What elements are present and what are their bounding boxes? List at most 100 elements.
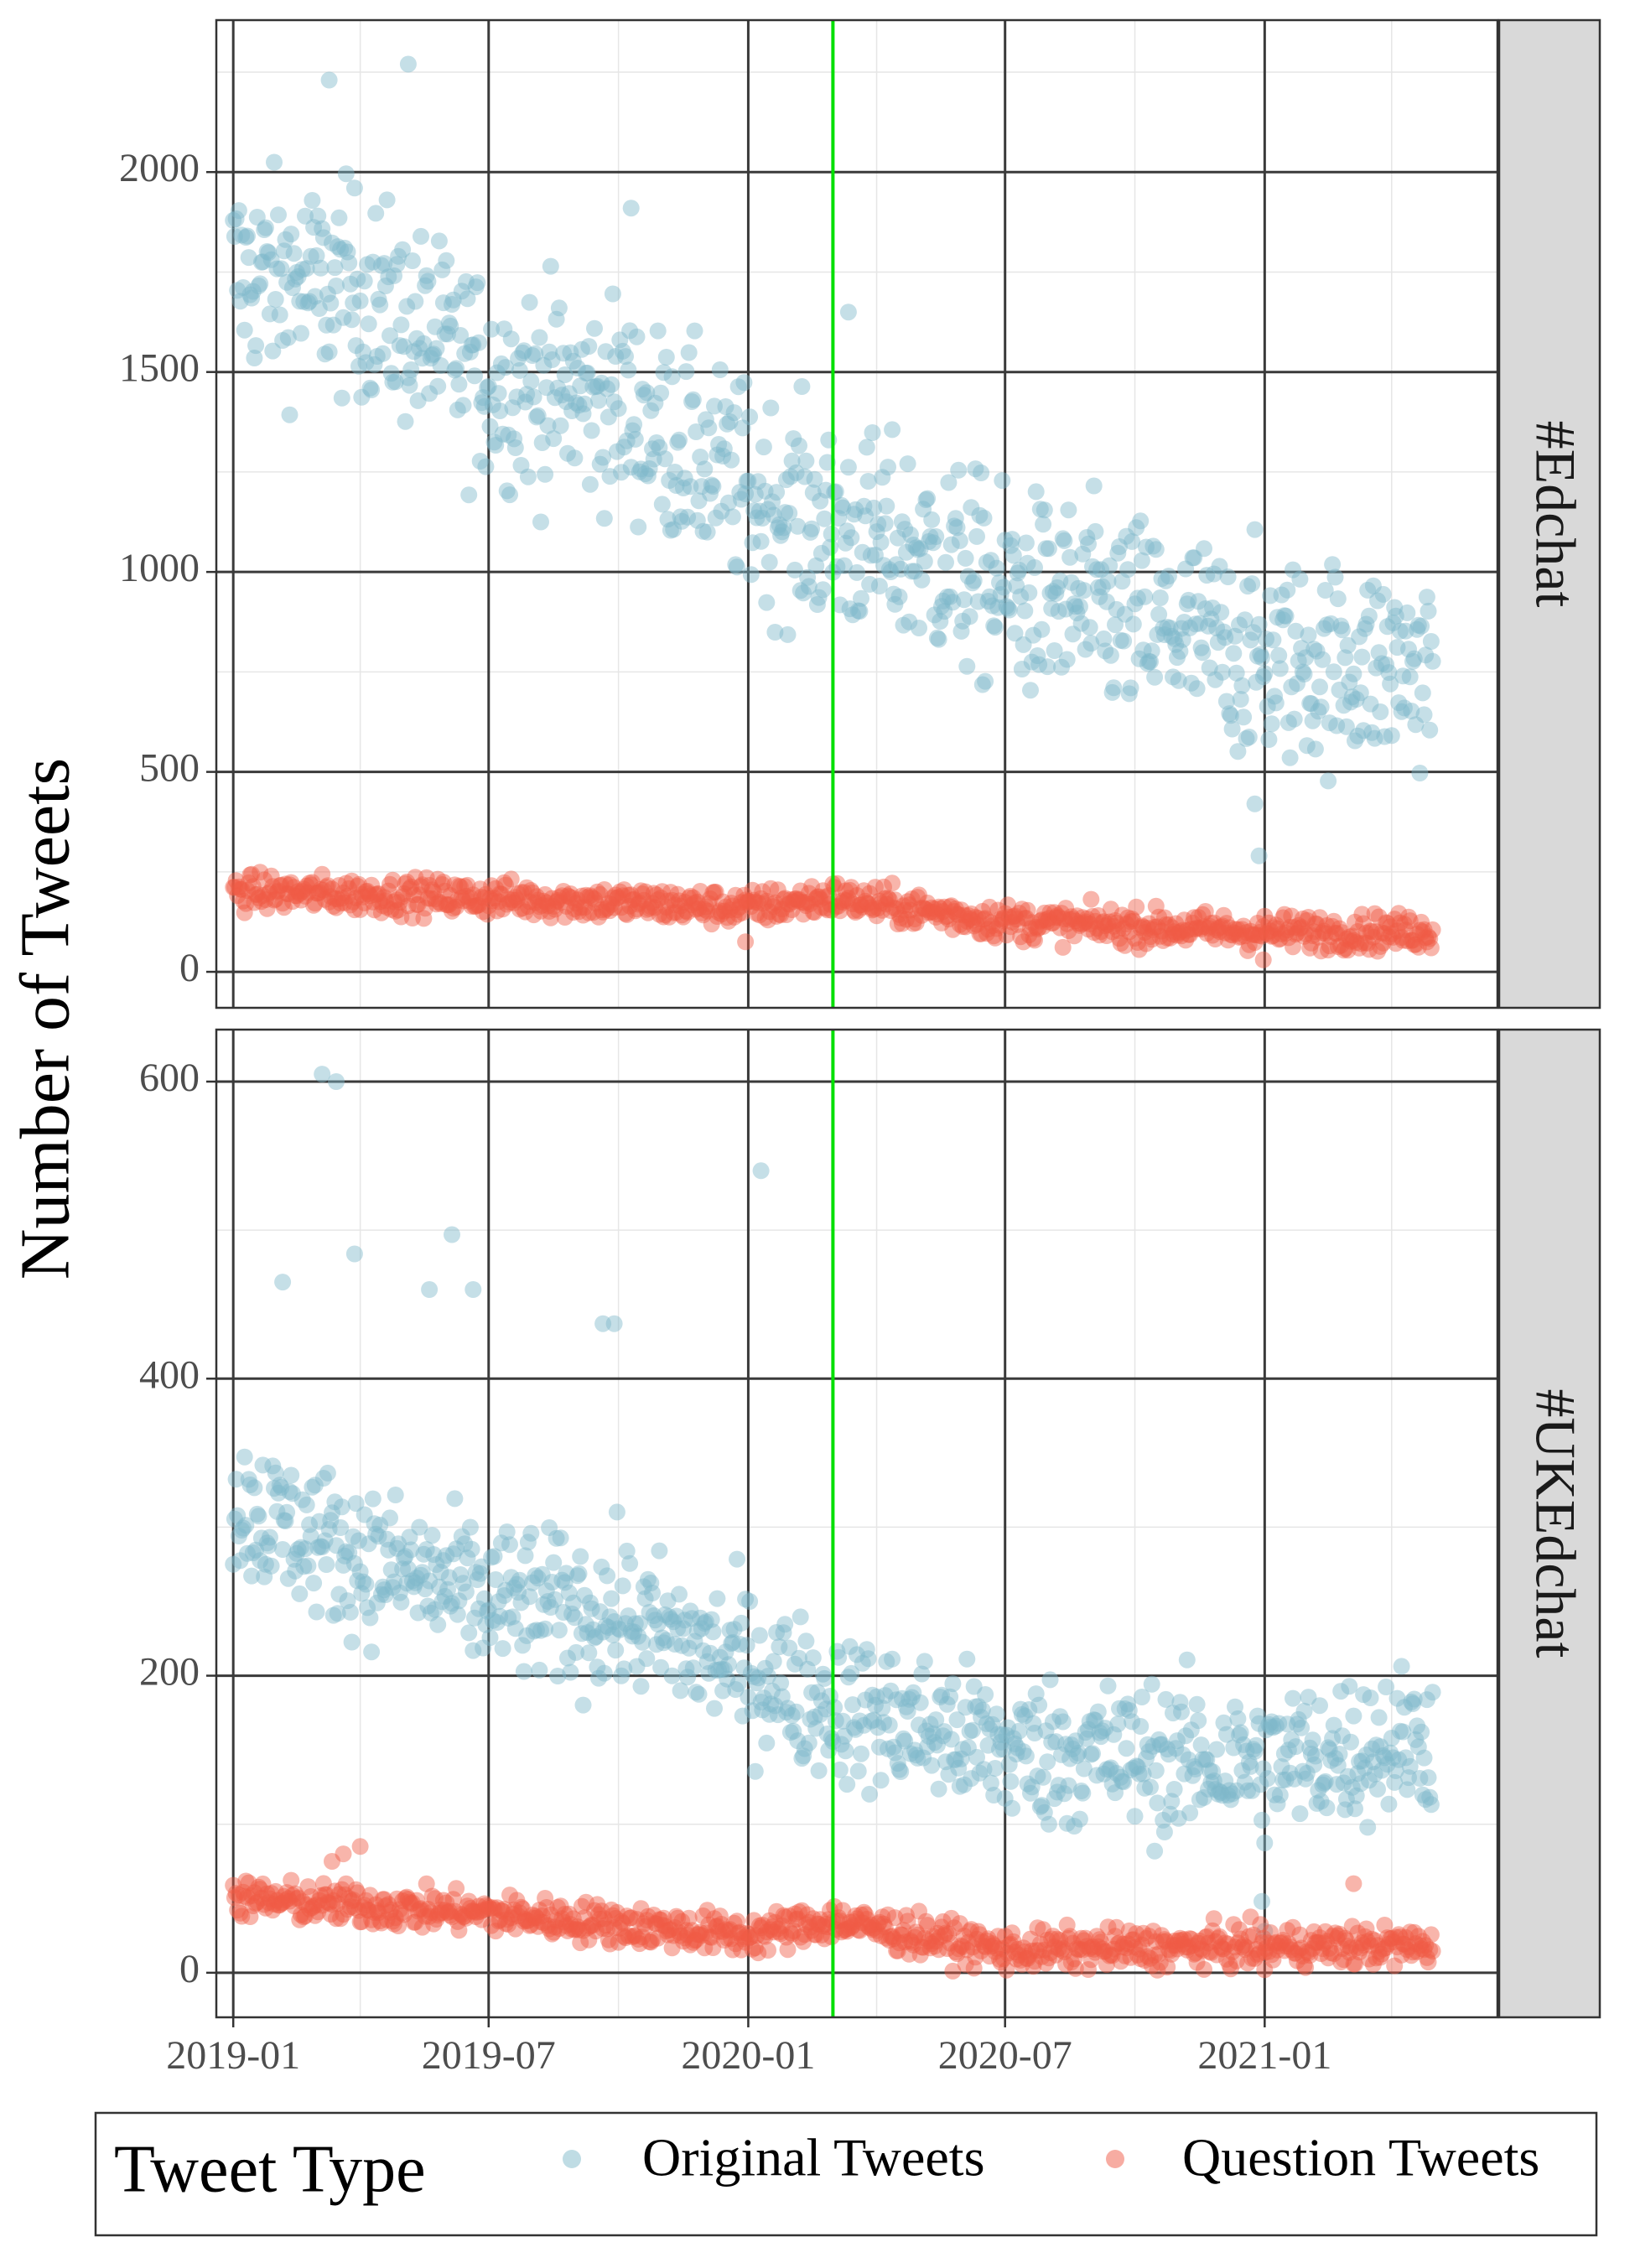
original-tweet-point	[808, 596, 826, 613]
question-tweet-point	[1364, 928, 1382, 946]
original-tweet-point	[546, 389, 563, 407]
original-tweet-point	[240, 249, 257, 267]
original-tweet-point	[1228, 664, 1245, 682]
original-tweet-point	[568, 360, 586, 376]
original-tweet-point	[1363, 724, 1381, 741]
original-tweet-point	[444, 296, 460, 313]
original-tweet-point	[905, 537, 922, 553]
question-tweet-point	[506, 894, 523, 911]
question-tweet-point	[1071, 916, 1088, 934]
original-tweet-point	[1129, 589, 1146, 607]
legend-swatch-question	[1106, 2150, 1124, 2168]
original-tweet-point	[892, 1763, 910, 1780]
original-tweet-point	[494, 425, 511, 443]
original-tweet-point	[374, 345, 392, 362]
original-tweet-point	[967, 460, 984, 478]
original-tweet-point	[942, 588, 959, 605]
original-tweet-point	[345, 1528, 362, 1545]
original-tweet-point	[1070, 579, 1087, 597]
original-tweet-point	[225, 1555, 242, 1573]
original-tweet-point	[1333, 621, 1351, 639]
original-tweet-point	[438, 1547, 455, 1565]
original-tweet-point	[275, 1512, 293, 1529]
original-tweet-point	[729, 1550, 745, 1568]
question-tweet-point	[938, 907, 956, 925]
original-tweet-point	[421, 1572, 439, 1590]
original-tweet-point	[1424, 652, 1441, 670]
question-tweet-point	[283, 874, 300, 891]
original-tweet-point	[1404, 652, 1421, 670]
original-tweet-point	[326, 1493, 344, 1511]
original-tweet-point	[719, 1656, 737, 1674]
question-tweet-point	[1099, 916, 1117, 933]
question-tweet-point	[791, 890, 807, 908]
original-tweet-point	[309, 1539, 327, 1556]
original-tweet-point	[390, 247, 407, 265]
original-tweet-point	[1002, 1772, 1020, 1790]
question-tweet-point	[395, 885, 413, 902]
original-tweet-point	[1102, 646, 1119, 664]
question-tweet-point	[460, 892, 478, 910]
original-tweet-point	[1413, 1723, 1430, 1741]
original-tweet-point	[484, 396, 501, 413]
question-tweet-point	[1382, 918, 1399, 936]
original-tweet-point	[581, 1594, 599, 1611]
original-tweet-point	[1248, 647, 1266, 665]
original-tweet-point	[479, 1602, 496, 1620]
question-tweet-point	[715, 902, 733, 920]
original-tweet-point	[305, 219, 323, 236]
question-tweet-point	[577, 886, 594, 904]
question-tweet-point	[1115, 920, 1133, 937]
original-tweet-point	[1176, 614, 1193, 631]
original-tweet-point	[930, 631, 947, 648]
original-tweet-point	[312, 259, 330, 277]
question-tweet-point	[1322, 928, 1340, 946]
question-tweet-point	[838, 892, 856, 909]
original-tweet-point	[742, 566, 760, 584]
original-tweet-point	[1291, 570, 1309, 588]
question-tweet-point	[1287, 926, 1305, 943]
question-tweet-point	[754, 883, 771, 900]
question-tweet-point	[293, 883, 311, 900]
question-tweet-point	[944, 921, 962, 938]
original-tweet-point	[717, 398, 734, 415]
original-tweet-point	[837, 1742, 854, 1760]
original-tweet-point	[1285, 1689, 1301, 1707]
original-tweet-point	[1194, 644, 1212, 662]
original-tweet-point	[657, 349, 675, 366]
question-tweet-point	[1184, 914, 1202, 932]
original-tweet-point	[1335, 697, 1352, 714]
original-tweet-point	[628, 328, 646, 345]
question-tweet-point	[337, 875, 355, 892]
original-tweet-point	[804, 1649, 822, 1667]
original-tweet-point	[1196, 600, 1214, 617]
original-tweet-point	[309, 207, 327, 225]
question-tweet-point	[444, 902, 460, 920]
original-tweet-point	[480, 377, 497, 395]
original-tweet-point	[599, 380, 616, 397]
question-tweet-point	[731, 898, 749, 916]
original-tweet-point	[475, 389, 492, 407]
question-tweet-point	[1256, 1961, 1274, 1979]
original-tweet-point	[248, 1505, 266, 1523]
original-tweet-point	[357, 1575, 375, 1593]
original-tweet-point	[1221, 705, 1238, 723]
original-tweet-point	[1138, 538, 1155, 556]
original-tweet-point	[733, 490, 750, 508]
question-tweet-point	[1085, 924, 1103, 942]
question-tweet-point	[543, 890, 561, 907]
question-tweet-point	[448, 898, 465, 916]
original-tweet-point	[933, 598, 950, 615]
original-tweet-point	[706, 397, 723, 415]
original-tweet-point	[485, 433, 503, 451]
question-tweet-point	[1352, 935, 1369, 952]
question-tweet-point	[750, 894, 767, 911]
original-tweet-point	[465, 336, 482, 354]
original-tweet-point	[1061, 548, 1079, 566]
question-tweet-point	[456, 878, 474, 895]
legend-swatch-original	[563, 2150, 581, 2168]
question-tweet-point	[333, 890, 350, 907]
question-tweet-point	[636, 883, 654, 900]
original-tweet-point	[298, 260, 315, 278]
original-tweet-point	[359, 1599, 376, 1617]
